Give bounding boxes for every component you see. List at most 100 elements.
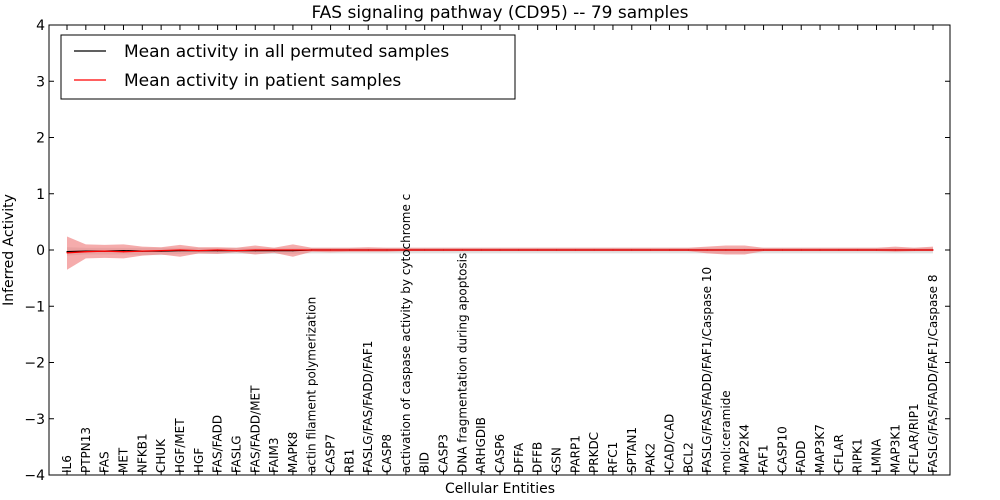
x-tick-label-2: FAS	[98, 451, 112, 473]
point-series-1-16	[367, 249, 369, 251]
point-series-1-24	[518, 249, 520, 251]
x-tick-label-12: MAPK8	[286, 432, 300, 473]
point-series-1-45	[913, 249, 915, 251]
y-tick-label-5: −1	[24, 299, 45, 315]
x-tick-label-23: CASP6	[493, 434, 507, 473]
legend: Mean activity in all permuted samples Me…	[60, 34, 516, 100]
y-tick-label-3: 1	[36, 187, 45, 203]
x-tick-label-6: HGF/MET	[173, 418, 187, 473]
x-tick-label-25: DFFB	[531, 442, 545, 473]
x-tick-label-24: DFFA	[512, 442, 526, 473]
point-series-1-44	[894, 249, 896, 251]
x-tick-label-13: actin filament polymerization	[305, 297, 319, 473]
x-tick-label-7: HGF	[192, 448, 206, 473]
axes: 4 3 2 1 0 −1 −2 −3 −4 IL6 PTPN13 FAS MET NFKB1 CHUK HGF…	[24, 18, 950, 484]
x-tick-label-3: MET	[116, 447, 130, 473]
x-tick-label-20: CASP3	[437, 434, 451, 473]
x-tick-label-10: FAS/FADD/MET	[248, 385, 262, 473]
x-tick-label-27: PARP1	[568, 435, 582, 473]
point-series-1-7	[198, 250, 200, 252]
x-tick-label-43: LMNA	[870, 438, 884, 473]
y-axis-label: Inferred Activity	[1, 194, 17, 306]
point-series-1-46	[932, 249, 934, 251]
x-tick-label-9: FASLG	[229, 435, 243, 473]
x-tick-label-39: FADD	[794, 441, 808, 474]
x-tick-label-40: MAP3K7	[813, 424, 827, 473]
chart-title: FAS signaling pathway (CD95) -- 79 sampl…	[311, 3, 688, 23]
x-tick-label-26: GSN	[549, 447, 563, 473]
x-tick-label-37: FAF1	[757, 444, 771, 473]
point-series-1-1	[85, 251, 87, 253]
point-series-1-41	[838, 249, 840, 251]
point-series-1-12	[292, 249, 294, 251]
x-tick-label-33: BCL2	[681, 442, 695, 473]
point-series-1-31	[650, 249, 652, 251]
point-series-1-13	[311, 249, 313, 251]
x-tick-label-42: RIPK1	[851, 438, 865, 473]
point-series-1-6	[179, 249, 181, 251]
point-series-1-29	[612, 249, 614, 251]
x-tick-label-18: activation of caspase activity by cytoch…	[399, 194, 413, 473]
point-series-1-22	[480, 249, 482, 251]
point-series-1-10	[254, 249, 256, 251]
point-series-0-3	[122, 250, 125, 252]
point-series-1-15	[348, 249, 350, 251]
point-series-1-36	[744, 249, 746, 251]
point-series-1-42	[857, 249, 859, 251]
point-series-1-21	[461, 249, 463, 251]
x-tick-label-19: BID	[418, 452, 432, 473]
point-series-0-0	[66, 251, 68, 253]
point-series-1-9	[235, 250, 237, 252]
x-tick-label-15: RB1	[342, 449, 356, 473]
point-series-1-5	[160, 250, 162, 252]
x-tick-label-0: IL6	[60, 455, 74, 473]
legend-label-patient: Mean activity in patient samples	[124, 71, 401, 91]
x-tick-label-36: MAP2K4	[738, 424, 752, 473]
x-tick-label-1: PTPN13	[79, 427, 93, 473]
x-tick-label-5: CHUK	[154, 438, 168, 473]
x-tick-label-41: CFLAR	[832, 434, 846, 473]
legend-label-permuted: Mean activity in all permuted samples	[124, 42, 449, 62]
x-tick-label-17: CASP8	[380, 434, 394, 473]
point-series-1-14	[330, 249, 332, 251]
x-tick-label-31: PAK2	[644, 443, 658, 473]
point-series-1-4	[141, 250, 143, 252]
x-tick-label-22: ARHGDIB	[474, 417, 488, 473]
y-tick-label-0: 4	[36, 18, 45, 34]
point-series-1-37	[763, 249, 765, 251]
y-tick-label-6: −2	[24, 356, 45, 372]
x-tick-label-30: SPTAN1	[625, 427, 639, 473]
x-tick-label-45: CFLAR/RIP1	[907, 403, 921, 473]
point-series-1-25	[537, 249, 539, 251]
point-series-1-32	[668, 249, 671, 251]
point-series-1-19	[424, 249, 426, 251]
x-tick-label-14: CASP7	[324, 434, 338, 473]
x-tick-label-44: MAP3K1	[888, 424, 902, 473]
point-series-1-39	[800, 249, 802, 251]
y-tick-label-7: −3	[24, 412, 45, 428]
point-series-1-27	[574, 249, 576, 251]
x-tick-label-8: FAS/FADD	[211, 415, 225, 473]
point-series-1-0	[66, 252, 68, 254]
x-tick-label-11: FAIM3	[267, 437, 281, 473]
point-series-1-38	[781, 249, 784, 251]
point-series-1-43	[875, 249, 878, 251]
point-series-1-33	[687, 249, 689, 251]
point-series-1-23	[499, 249, 501, 251]
y-tick-label-8: −4	[24, 468, 45, 484]
plot-area	[66, 236, 934, 270]
x-axis-label: Cellular Entities	[445, 481, 555, 497]
x-tick-label-16: FASLG/FAS/FADD/FAF1	[361, 341, 375, 473]
point-series-1-34	[706, 249, 708, 251]
point-series-1-3	[122, 251, 125, 253]
point-series-1-30	[631, 249, 633, 251]
point-series-1-35	[725, 249, 727, 251]
x-tick-label-35: mol:ceramide	[719, 390, 733, 473]
y-tick-label-1: 3	[36, 74, 45, 90]
point-series-1-18	[405, 249, 407, 251]
x-tick-label-21: DNA fragmentation during apoptosis	[455, 253, 469, 473]
point-series-1-28	[593, 249, 595, 251]
y-tick-label-4: 0	[36, 243, 45, 259]
point-series-1-40	[819, 249, 821, 251]
